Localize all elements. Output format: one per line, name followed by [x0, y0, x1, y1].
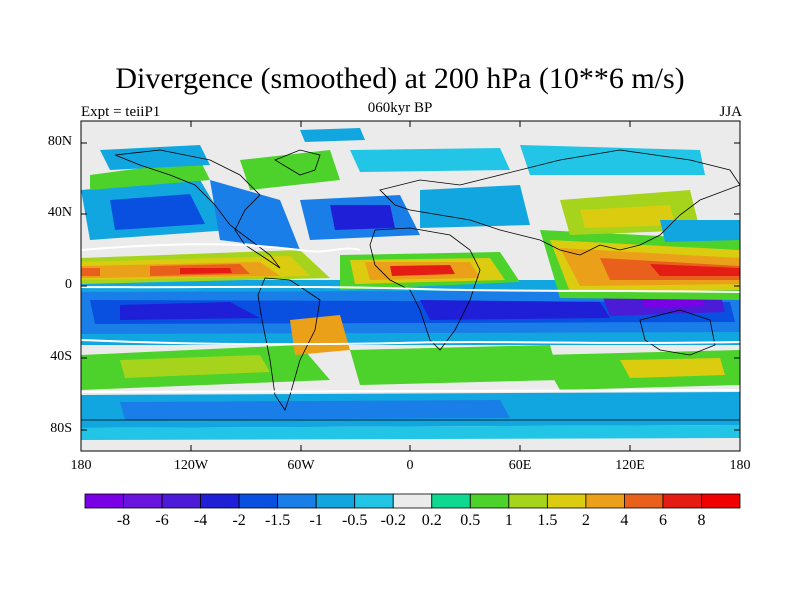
axis-ticks	[80, 121, 741, 451]
colorbar-box	[123, 493, 163, 509]
colorbar-label: -6	[155, 512, 169, 529]
zero-contours	[81, 243, 740, 393]
colorbar-box	[238, 493, 279, 509]
colorbar-box	[277, 493, 317, 509]
time-label: 060kyr BP	[367, 100, 433, 116]
colorbar-box	[84, 493, 124, 509]
colorbar-label: 8	[697, 512, 706, 529]
colorbar	[84, 493, 741, 509]
colorbar-label: 0.2	[421, 512, 442, 529]
colorbar-box	[585, 493, 625, 509]
colorbar-box	[431, 493, 471, 509]
lon-label-0: 0	[406, 458, 414, 473]
lat-label-80n: 80N	[47, 134, 72, 149]
colorbar-box	[662, 493, 702, 509]
colorbar-label: 6	[658, 512, 667, 529]
colorbar-label: -1	[309, 512, 323, 529]
lat-label-40s: 40S	[50, 349, 72, 364]
map-title: Divergence (smoothed) at 200 hPa (10**6 …	[115, 62, 685, 95]
lat-label-40n: 40N	[47, 205, 72, 220]
colorbar-box	[354, 493, 394, 509]
colorbar-box	[161, 493, 201, 509]
colorbar-box	[469, 493, 510, 509]
lat-label-80s: 80S	[50, 421, 72, 436]
colorbar-label: -8	[116, 512, 131, 529]
coastlines	[81, 149, 740, 421]
colorbar-label: 2	[581, 512, 590, 529]
colorbar-label: 1	[504, 512, 513, 529]
colorbar-box	[508, 493, 548, 509]
lon-label-180-left: 180	[70, 458, 92, 473]
colorbar-box	[392, 493, 433, 509]
colorbar-label: -0.2	[380, 512, 406, 529]
lon-label-120e: 120E	[615, 458, 645, 473]
colorbar-label: -4	[193, 512, 208, 529]
lon-label-60e: 60E	[508, 458, 532, 473]
lon-label-60w: 60W	[287, 458, 315, 473]
experiment-label: Expt = teiiP1	[81, 104, 161, 120]
colorbar-box	[546, 493, 587, 509]
colorbar-label: 4	[620, 512, 629, 529]
lon-label-120w: 120W	[173, 458, 209, 473]
divergence-field	[81, 121, 740, 451]
lon-label-180-right: 180	[729, 458, 751, 473]
colorbar-box	[200, 493, 240, 509]
colorbar-label: -2	[232, 512, 246, 529]
colorbar-label: 1.5	[537, 512, 558, 529]
colorbar-box	[701, 493, 741, 509]
season-label: JJA	[719, 104, 742, 120]
lat-label-0: 0	[65, 277, 72, 292]
colorbar-label: -0.5	[342, 512, 368, 529]
colorbar-label: -1.5	[264, 512, 291, 529]
colorbar-box	[624, 493, 664, 509]
colorbar-label: 0.5	[460, 512, 481, 529]
colorbar-box	[315, 493, 356, 509]
